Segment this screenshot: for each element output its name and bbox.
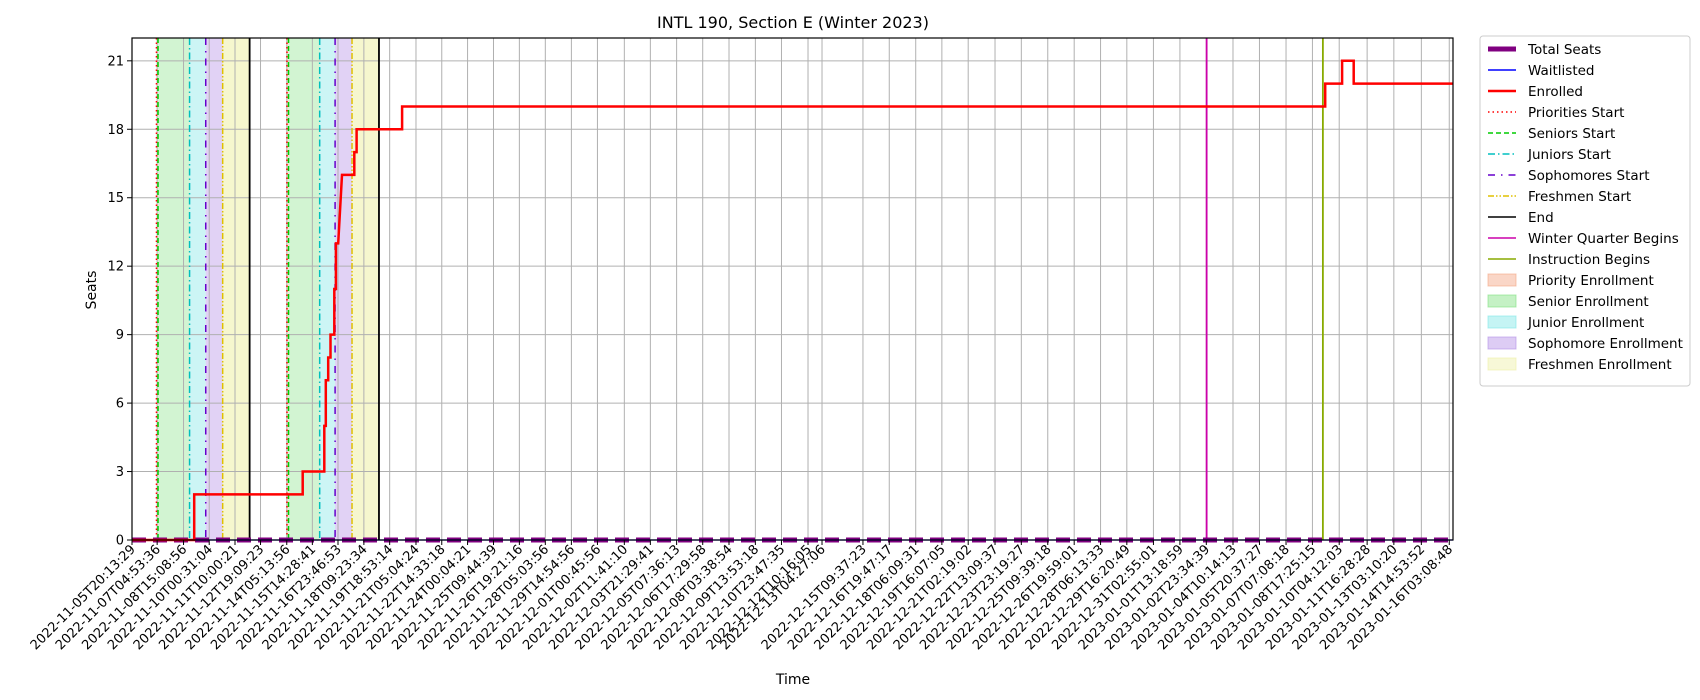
shaded-region-2-0 (189, 38, 206, 540)
y-axis-title: Seats (84, 271, 100, 310)
legend-label-11: Priority Enrollment (1528, 273, 1654, 289)
shaded-region-0-1 (286, 38, 289, 540)
legend-entry-13: Junior Enrollment (1487, 315, 1644, 331)
shaded-region-2-1 (319, 38, 336, 540)
legend-entry-14: Sophomore Enrollment (1487, 336, 1683, 352)
legend-label-9: Winter Quarter Begins (1528, 231, 1679, 247)
legend-entry-7: Freshmen Start (1488, 189, 1631, 205)
legend: Total Seats Waitlisted Enrolled Priorities … (1479, 35, 1691, 387)
legend-label-5: Juniors Start (1527, 147, 1611, 163)
y-tick-label-2: 6 (116, 397, 124, 412)
legend-entry-1: Waitlisted (1488, 63, 1595, 79)
shaded-region-1-1 (288, 38, 320, 540)
legend-entry-3: Priorities Start (1488, 105, 1624, 121)
legend-swatch-12 (1487, 294, 1517, 308)
legend-swatch-15 (1487, 357, 1517, 371)
x-axis-title: Time (775, 672, 810, 688)
legend-label-14: Sophomore Enrollment (1528, 336, 1683, 352)
y-tick-label-3: 9 (116, 328, 124, 343)
plot-frame (131, 37, 1454, 541)
legend-label-6: Sophomores Start (1528, 168, 1650, 184)
legend-swatch-13 (1487, 315, 1517, 329)
legend-swatch-14 (1487, 336, 1517, 350)
legend-entry-2: Enrolled (1488, 84, 1583, 100)
legend-label-10: Instruction Begins (1528, 252, 1650, 268)
legend-label-8: End (1528, 210, 1554, 226)
legend-entry-11: Priority Enrollment (1487, 273, 1654, 289)
shaded-region-1-0 (158, 38, 190, 540)
legend-entry-0: Total Seats (1488, 42, 1601, 58)
phase-lines (155, 38, 1324, 540)
y-tick-label-4: 12 (107, 260, 124, 275)
legend-label-2: Enrolled (1528, 84, 1583, 100)
shaded-region-3-1 (335, 38, 353, 540)
legend-entry-15: Freshmen Enrollment (1487, 357, 1672, 373)
shaded-region-4-1 (352, 38, 379, 540)
y-axis-ticks: 0 3 6 9 12 15 18 21 (107, 54, 132, 549)
legend-entry-10: Instruction Begins (1488, 252, 1650, 268)
legend-entry-4: Seniors Start (1488, 126, 1615, 142)
series-line-enrolled (132, 59, 1453, 542)
plot-border (131, 37, 1454, 541)
legend-label-0: Total Seats (1527, 42, 1601, 58)
legend-label-1: Waitlisted (1528, 63, 1595, 79)
chart-title: INTL 190, Section E (Winter 2023) (657, 13, 929, 32)
legend-label-7: Freshmen Start (1528, 189, 1631, 205)
y-tick-label-7: 21 (107, 54, 124, 69)
y-tick-label-5: 15 (107, 191, 124, 206)
y-tick-label-0: 0 (116, 534, 124, 549)
legend-label-13: Junior Enrollment (1527, 315, 1644, 331)
legend-label-12: Senior Enrollment (1528, 294, 1649, 310)
shaded-region-4-0 (222, 38, 250, 540)
legend-swatch-11 (1487, 273, 1517, 287)
legend-entry-5: Juniors Start (1488, 147, 1611, 163)
legend-entry-12: Senior Enrollment (1487, 294, 1649, 310)
legend-entry-9: Winter Quarter Begins (1488, 231, 1679, 247)
shaded-regions (156, 38, 379, 540)
shaded-region-3-0 (205, 38, 223, 540)
y-tick-label-6: 18 (107, 123, 124, 138)
legend-label-4: Seniors Start (1528, 126, 1615, 142)
y-tick-label-1: 3 (116, 465, 124, 480)
legend-frame (1479, 35, 1691, 387)
legend-entry-8: End (1488, 210, 1554, 226)
legend-label-15: Freshmen Enrollment (1528, 357, 1672, 373)
legend-label-3: Priorities Start (1528, 105, 1624, 121)
legend-entry-6: Sophomores Start (1488, 168, 1650, 184)
x-axis-ticks: 2022-11-05T20:13:292022-11-07T04:53:3620… (28, 540, 1456, 653)
